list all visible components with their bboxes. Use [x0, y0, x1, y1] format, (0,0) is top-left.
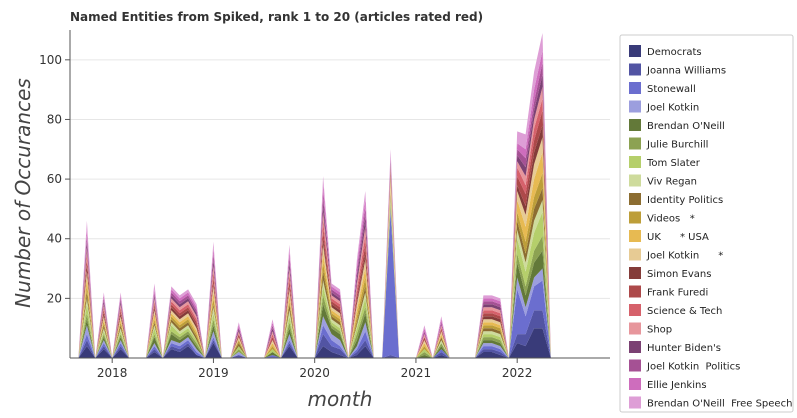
area-frank-furedi: [78, 110, 551, 358]
legend-entry-label: Stonewall: [647, 84, 696, 95]
area-joel-kotkin-politics: [78, 62, 551, 359]
area-hunter-biden-s: [78, 74, 551, 358]
x-tick-label: 2021: [401, 366, 432, 380]
area-democrats: [78, 328, 551, 358]
legend-entry-label: Hunter Biden's: [647, 343, 721, 354]
area-ellie-jenkins: [78, 50, 551, 359]
area-series: [78, 33, 551, 359]
legend-entry-label: Videos *: [647, 214, 695, 225]
legend-entry-label: Brendan O'Neill: [647, 121, 725, 132]
legend-entry-label: Shop: [647, 325, 672, 336]
legend-entry-label: Joanna Williams: [646, 66, 726, 77]
legend-swatch: [629, 156, 641, 168]
legend-swatch: [629, 396, 641, 409]
legend-swatch: [629, 137, 641, 150]
legend-entry-label: Identity Politics: [647, 195, 723, 206]
legend-entry-label: Julie Burchill: [646, 140, 708, 151]
legend-swatch: [629, 174, 641, 187]
area-brendan-o-neill-free-speech: [78, 33, 551, 358]
legend-entry-label: Viv Regan: [647, 177, 697, 188]
legend-entry-label: Democrats: [647, 47, 702, 58]
area-joanna-williams: [78, 310, 551, 358]
legend-swatch: [629, 304, 641, 316]
legend-frame: [619, 34, 794, 413]
legend-swatch: [629, 359, 641, 372]
chart-title: Named Entities from Spiked, rank 1 to 20…: [70, 10, 483, 24]
x-tick-label: 2018: [97, 366, 128, 380]
legend-entry-label: Joel Kotkin Politics: [646, 362, 740, 373]
legend-swatch: [629, 267, 641, 279]
legend-swatch: [629, 248, 641, 261]
legend-entry-label: Tom Slater: [646, 158, 701, 169]
legend-entry-label: Science & Tech: [647, 306, 722, 317]
x-tick-label: 2020: [299, 366, 330, 380]
legend-swatch: [629, 193, 641, 205]
legend-swatch: [629, 230, 641, 242]
x-tick-label: 2019: [198, 366, 229, 380]
legend-swatch: [629, 45, 641, 57]
legend-swatch: [629, 82, 641, 94]
legend-entry-label: Ellie Jenkins: [647, 380, 707, 391]
legend-entry-label: Brendan O'Neill Free Speech: [647, 399, 792, 410]
y-axis-label: Number of Occurances: [11, 78, 35, 308]
y-tick-label: 60: [47, 172, 62, 186]
legend-swatch: [629, 100, 641, 113]
area-simon-evans: [78, 125, 551, 359]
y-tick-label: 80: [47, 112, 62, 126]
legend-entry-label: Frank Furedi: [647, 288, 708, 299]
legend-entry-label: UK * USA: [647, 232, 709, 243]
y-tick-label: 100: [39, 53, 62, 67]
legend-entry-label: Simon Evans: [647, 269, 711, 280]
legend-swatch: [629, 341, 641, 353]
legend-swatch: [629, 285, 641, 298]
x-axis-label: month: [308, 387, 373, 411]
legend-swatch: [629, 211, 641, 224]
legend-swatch: [629, 119, 641, 131]
legend-swatch: [629, 63, 641, 76]
axes: 20 40 60 80 100 2018 2019 2020 2021 2022: [39, 30, 610, 380]
x-tick-label: 2022: [502, 366, 533, 380]
legend-swatch: [629, 378, 641, 390]
area-shop: [78, 86, 551, 358]
area-science-tech: [78, 98, 551, 358]
y-tick-label: 40: [47, 232, 62, 246]
legend-swatch: [629, 322, 641, 335]
y-tick-label: 20: [47, 291, 62, 305]
legend: Democrats Joanna Williams Stonewall Joel Ko…: [619, 34, 794, 413]
legend-entry-label: Joel Kotkin *: [646, 251, 723, 262]
legend-entry-label: Joel Kotkin: [646, 103, 699, 114]
